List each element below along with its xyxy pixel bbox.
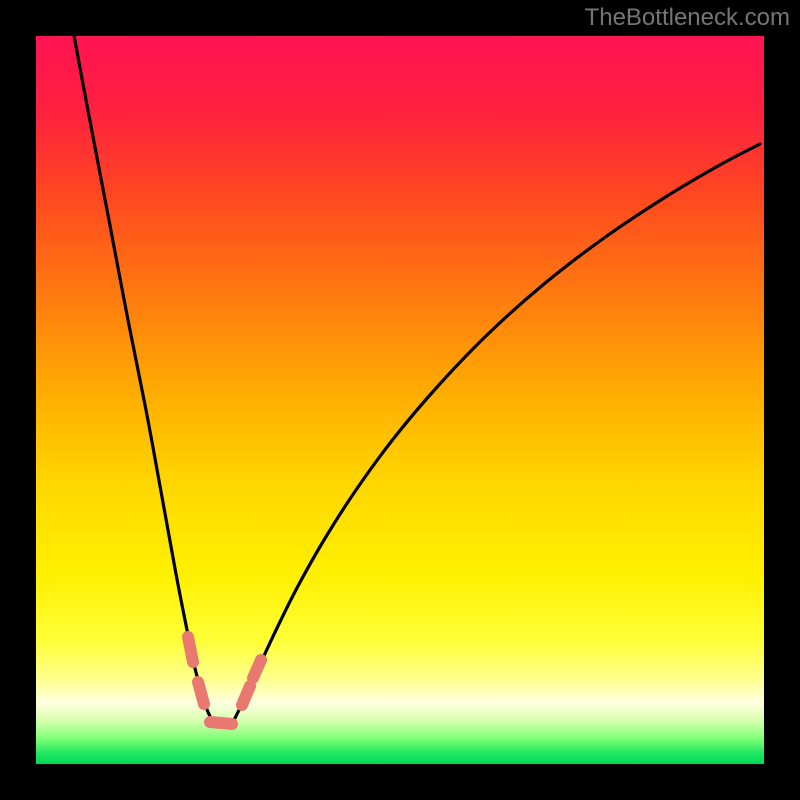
dash-segment bbox=[198, 682, 204, 704]
image-root: TheBottleneck.com bbox=[0, 0, 800, 800]
highlight-dashes bbox=[188, 637, 261, 724]
curve-right-branch bbox=[232, 144, 760, 724]
curve-left-branch bbox=[66, 36, 214, 724]
dash-segment bbox=[242, 686, 250, 705]
dash-segment bbox=[210, 722, 232, 724]
curves-layer bbox=[36, 36, 764, 764]
watermark-text: TheBottleneck.com bbox=[585, 4, 790, 32]
dash-segment bbox=[253, 660, 261, 678]
dash-segment bbox=[188, 637, 193, 662]
plot-area bbox=[36, 36, 764, 764]
